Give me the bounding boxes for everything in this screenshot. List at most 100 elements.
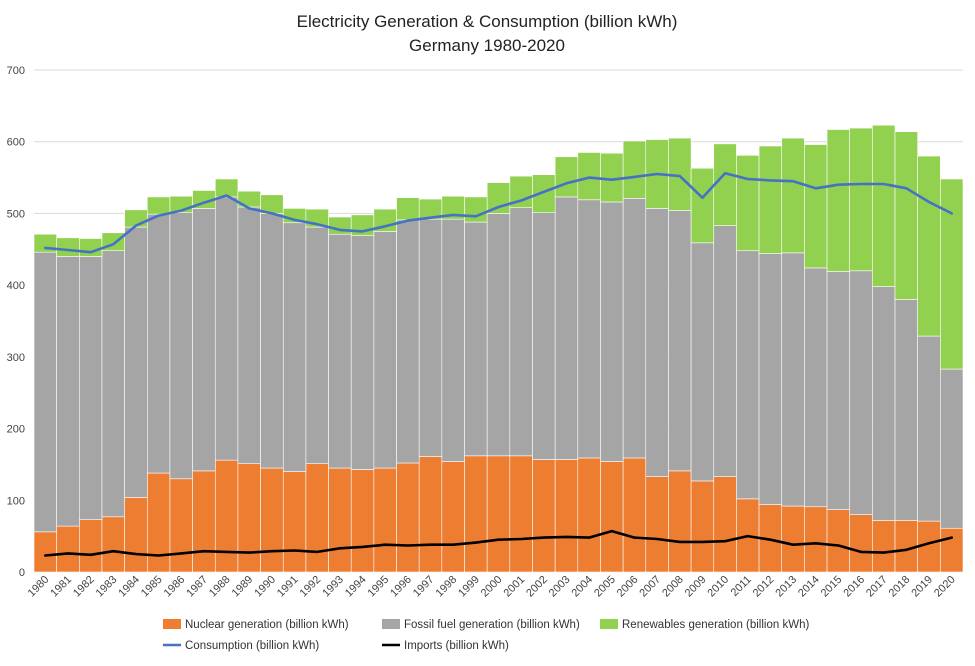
bar-nuclear-generation-1981 — [56, 525, 80, 573]
bar-nuclear-generation-2014 — [804, 506, 828, 573]
bar-renewables-generation-2000 — [486, 182, 511, 214]
bar-fossil-fuel-generation-1984 — [124, 226, 148, 498]
y-axis-ticks: 0 100 200 300 400 500 600 700 — [7, 65, 25, 579]
bar-renewables-generation-2013 — [781, 137, 805, 254]
bar-fossil-fuel-generation-2009 — [690, 242, 715, 482]
legend: Nuclear generation (billion kWh) Fossil f… — [163, 619, 809, 652]
bar-nuclear-generation-2002 — [532, 459, 556, 573]
bar-renewables-generation-1999 — [464, 196, 488, 223]
bar-series-fossil-fuel-generation — [33, 196, 964, 533]
bar-fossil-fuel-generation-2005 — [600, 201, 624, 462]
x-tick-label-1990: 1990 — [252, 574, 278, 600]
bar-fossil-fuel-generation-2014 — [804, 267, 828, 508]
bar-fossil-fuel-generation-2013 — [781, 252, 805, 507]
y-tick-label: 600 — [7, 137, 25, 149]
bar-fossil-fuel-generation-2003 — [554, 196, 579, 460]
x-tick-label-1998: 1998 — [434, 574, 460, 600]
bar-fossil-fuel-generation-1990 — [260, 213, 284, 469]
bar-nuclear-generation-1990 — [260, 467, 284, 573]
bar-renewables-generation-2012 — [758, 145, 783, 254]
x-axis-ticks: 1980198119821983198419851986198719881989… — [26, 574, 958, 600]
x-tick-label-1996: 1996 — [388, 574, 414, 600]
x-tick-label-1987: 1987 — [184, 574, 210, 600]
line-imports — [43, 529, 954, 557]
x-tick-label-1991: 1991 — [275, 574, 301, 600]
legend-swatch-nuclear-generation — [163, 619, 181, 629]
line-series-group — [43, 172, 954, 557]
legend-label-nuclear-generation: Nuclear generation (billion kWh) — [185, 619, 349, 631]
bar-nuclear-generation-1980 — [33, 531, 57, 573]
chart-subtitle: Germany 1980-2020 — [409, 36, 565, 55]
bar-nuclear-generation-1988 — [214, 459, 239, 573]
legend-swatch-fossil-fuel-generation — [382, 619, 400, 629]
bar-renewables-generation-2016 — [849, 127, 873, 272]
x-tick-label-1982: 1982 — [71, 574, 97, 600]
bar-fossil-fuel-generation-1985 — [146, 213, 171, 474]
bar-nuclear-generation-2007 — [645, 476, 669, 573]
bar-nuclear-generation-2001 — [509, 455, 533, 573]
x-tick-label-2008: 2008 — [660, 574, 686, 600]
x-tick-label-2011: 2011 — [729, 574, 754, 599]
bar-nuclear-generation-1984 — [124, 497, 148, 573]
bar-fossil-fuel-generation-2012 — [758, 253, 783, 505]
bar-nuclear-generation-1989 — [237, 463, 261, 573]
bar-nuclear-generation-1999 — [464, 455, 488, 573]
bar-fossil-fuel-generation-1982 — [79, 256, 103, 520]
legend-label-renewables-generation: Renewables generation (billion kWh) — [622, 619, 809, 631]
bar-nuclear-generation-1991 — [282, 471, 307, 573]
bar-nuclear-generation-2009 — [690, 480, 715, 573]
bar-fossil-fuel-generation-1986 — [169, 212, 193, 480]
x-tick-label-2013: 2013 — [773, 574, 799, 600]
x-tick-label-2012: 2012 — [751, 574, 777, 600]
legend-label-imports: Imports (billion kWh) — [404, 640, 509, 652]
x-tick-label-2006: 2006 — [615, 574, 641, 600]
bar-renewables-generation-1996 — [396, 197, 420, 221]
x-tick-label-1988: 1988 — [207, 574, 233, 600]
bar-fossil-fuel-generation-2017 — [872, 286, 896, 521]
x-tick-label-1986: 1986 — [162, 574, 188, 600]
bar-renewables-generation-2019 — [917, 155, 941, 337]
bar-nuclear-generation-1995 — [373, 467, 397, 573]
x-tick-label-1981: 1981 — [48, 574, 74, 600]
legend-label-fossil-fuel-generation: Fossil fuel generation (billion kWh) — [404, 619, 580, 631]
bar-renewables-generation-2015 — [826, 129, 851, 272]
bar-renewables-generation-2017 — [872, 124, 896, 287]
bar-fossil-fuel-generation-2007 — [645, 208, 669, 477]
bar-fossil-fuel-generation-2006 — [622, 198, 647, 459]
bar-fossil-fuel-generation-1987 — [192, 208, 216, 472]
bar-fossil-fuel-generation-2001 — [509, 207, 533, 457]
x-tick-label-2002: 2002 — [524, 574, 550, 600]
bar-renewables-generation-1981 — [56, 237, 80, 257]
x-tick-label-2016: 2016 — [841, 574, 867, 600]
bar-nuclear-generation-2020 — [940, 527, 964, 573]
bar-nuclear-generation-2004 — [577, 457, 601, 573]
x-tick-label-2004: 2004 — [569, 574, 595, 600]
x-tick-label-1983: 1983 — [94, 574, 120, 600]
bar-fossil-fuel-generation-1988 — [214, 196, 239, 461]
bar-nuclear-generation-1997 — [418, 456, 443, 573]
bar-fossil-fuel-generation-1994 — [350, 235, 375, 470]
bar-fossil-fuel-generation-2020 — [940, 368, 964, 529]
bar-series-renewables-generation — [33, 124, 964, 370]
bar-nuclear-generation-1986 — [169, 478, 193, 573]
legend-label-consumption: Consumption (billion kWh) — [185, 640, 319, 652]
x-tick-label-1980: 1980 — [26, 574, 52, 600]
bar-nuclear-generation-1998 — [441, 461, 465, 573]
y-tick-label: 200 — [7, 424, 25, 436]
x-tick-label-2003: 2003 — [547, 574, 573, 600]
bar-nuclear-generation-2017 — [872, 520, 896, 573]
bar-nuclear-generation-2005 — [600, 461, 624, 573]
bar-renewables-generation-2010 — [713, 143, 737, 226]
bar-fossil-fuel-generation-2010 — [713, 225, 737, 477]
y-tick-label: 500 — [7, 208, 25, 220]
bar-renewables-generation-2011 — [736, 155, 760, 252]
bar-fossil-fuel-generation-2008 — [668, 210, 692, 472]
x-tick-label-2001: 2001 — [501, 574, 527, 600]
bar-fossil-fuel-generation-1981 — [56, 256, 80, 527]
x-tick-label-2007: 2007 — [637, 574, 663, 600]
bar-fossil-fuel-generation-2016 — [849, 270, 873, 515]
bar-renewables-generation-1982 — [79, 238, 103, 257]
bar-fossil-fuel-generation-2004 — [577, 199, 601, 459]
x-tick-label-1999: 1999 — [456, 574, 482, 600]
bar-fossil-fuel-generation-1989 — [237, 206, 261, 465]
